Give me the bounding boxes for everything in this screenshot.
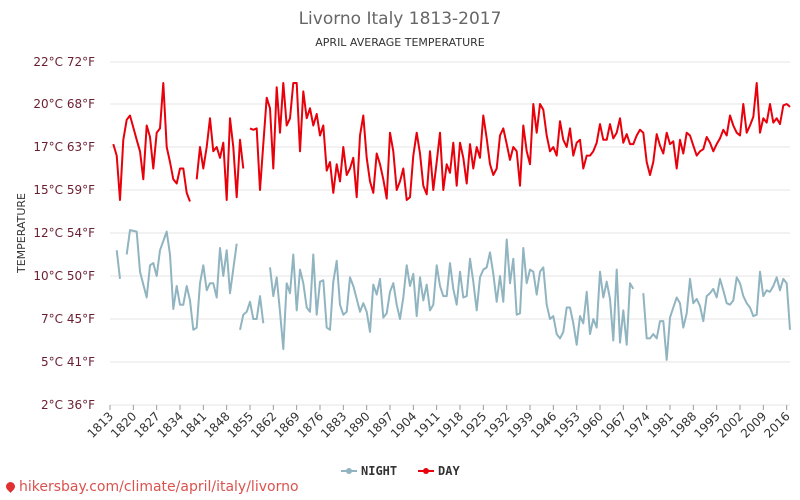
y-tick-label-4: 12°C 54°F [33,226,95,240]
x-tick-label-20: 1953 [551,409,582,440]
x-tick-label-9: 1876 [295,409,326,440]
x-tick-label-17: 1932 [481,409,512,440]
y-tick-label-0: 2°C 36°F [41,398,95,412]
y-tick-label-8: 22°C 72°F [33,55,95,69]
x-tick-label-12: 1897 [365,409,396,440]
x-axis-ticks: 1813182018271834184118481855186218691876… [85,405,793,441]
x-tick-label-25: 1988 [668,409,699,440]
source-link[interactable]: hikersbay.com/climate/april/italy/livorn… [4,479,299,495]
chart-subtitle: APRIL AVERAGE TEMPERATURE [315,36,484,49]
series-line-day [112,82,791,202]
x-tick-label-21: 1960 [575,409,606,440]
x-tick-label-23: 1974 [621,409,652,440]
x-tick-label-15: 1918 [435,409,466,440]
y-axis-label: TEMPERATURE [15,193,28,274]
x-tick-label-19: 1946 [528,409,559,440]
legend-marker-night [346,468,352,474]
series-line-night [115,229,791,361]
x-tick-label-28: 2009 [738,409,769,440]
y-tick-label-3: 10°C 50°F [33,269,95,283]
x-tick-label-18: 1939 [505,409,536,440]
legend-item-night[interactable]: NIGHT [341,464,397,478]
x-tick-label-7: 1862 [248,409,279,440]
x-tick-label-14: 1911 [411,409,442,440]
y-tick-label-1: 5°C 41°F [41,355,95,369]
x-tick-label-3: 1834 [155,409,186,440]
y-tick-label-6: 17°C 63°F [33,140,95,154]
location-pin-icon [4,480,17,493]
x-tick-label-26: 1995 [691,409,722,440]
x-tick-label-6: 1855 [225,409,256,440]
source-text: hikersbay.com/climate/april/italy/livorn… [19,479,299,495]
y-axis-ticks: 2°C 36°F 5°C 41°F 7°C 45°F 10°C 50°F 12°C 54… [33,55,95,412]
x-tick-label-24: 1981 [645,409,676,440]
legend: NIGHT DAY [341,464,460,478]
x-tick-label-4: 1841 [178,409,209,440]
x-tick-label-16: 1925 [458,409,489,440]
x-tick-label-0: 1813 [85,409,116,440]
legend-label-night: NIGHT [361,464,397,478]
x-tick-label-8: 1869 [271,409,302,440]
y-tick-label-5: 15°C 59°F [33,183,95,197]
x-tick-label-10: 1883 [318,409,349,440]
x-tick-label-13: 1904 [388,409,419,440]
x-tick-label-29: 2016 [761,409,792,440]
series-lines [112,82,791,361]
x-tick-label-27: 2002 [715,409,746,440]
grid-lines [110,61,790,406]
legend-label-day: DAY [438,464,460,478]
legend-item-day[interactable]: DAY [418,464,460,478]
x-tick-label-1: 1820 [108,409,139,440]
x-tick-label-11: 1890 [341,409,372,440]
chart-title: Livorno Italy 1813-2017 [299,9,502,29]
y-tick-label-2: 7°C 45°F [41,312,95,326]
x-tick-label-5: 1848 [201,409,232,440]
x-tick-label-22: 1967 [598,409,629,440]
x-tick-label-2: 1827 [131,409,162,440]
y-tick-label-7: 20°C 68°F [33,97,95,111]
legend-marker-day [423,468,429,474]
